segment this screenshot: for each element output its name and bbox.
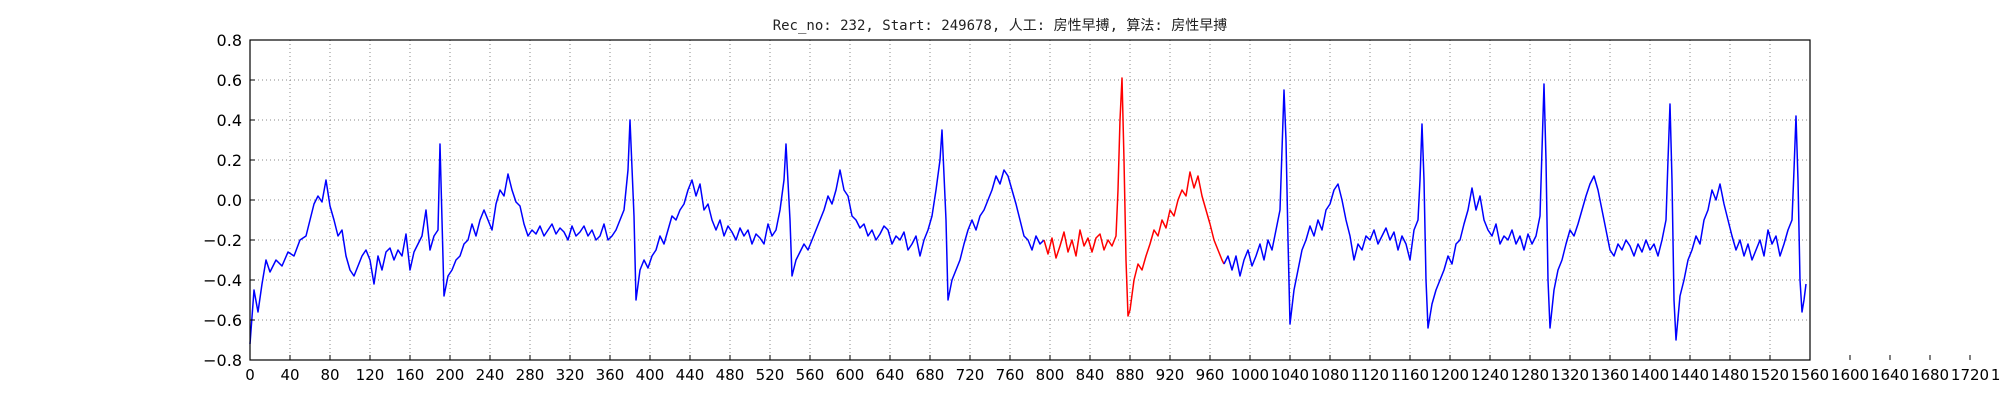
x-tick-label: 640 [876,366,905,384]
x-tick-label: 240 [476,366,505,384]
series-layer [249,77,1807,345]
chart-title: Rec_no: 232, Start: 249678, 人工: 房性早搏, 算法… [773,17,1228,34]
x-tick-label: 960 [1196,366,1225,384]
y-tick-label: −0.4 [203,271,242,290]
x-tick-label: 560 [796,366,825,384]
x-tick-label: 1760 [1991,366,2000,384]
x-tick-label: 1560 [1791,366,1829,384]
x-tick-label: 1480 [1711,366,1749,384]
x-tick-label: 520 [756,366,785,384]
y-tick-label: −0.6 [203,311,242,330]
x-tick-label: 880 [1116,366,1145,384]
y-tick-label: 0.2 [217,151,242,170]
x-tick-label: 1360 [1591,366,1629,384]
y-axis: 0.8 0.6 0.4 0.2 0.0 −0.2 −0.4 −0.6 −0.8 [203,31,255,370]
x-tick-label: 1160 [1391,366,1429,384]
ecg-series-line-2 [1043,77,1225,317]
x-tick-label: 0 [245,366,255,384]
x-tick-label: 280 [516,366,545,384]
y-tick-label: 0.8 [217,31,242,50]
x-tick-label: 200 [436,366,465,384]
x-tick-label: 1080 [1311,366,1349,384]
x-tick-label: 720 [956,366,985,384]
x-tick-label: 40 [280,366,299,384]
x-tick-label: 440 [676,366,705,384]
ecg-series-line-3 [1223,83,1807,341]
y-tick-label: 0.4 [217,111,242,130]
x-tick-label: 120 [356,366,385,384]
x-tick-label: 760 [996,366,1025,384]
x-tick-label: 320 [556,366,585,384]
y-tick-label: −0.2 [203,231,242,250]
x-tick-label: 1600 [1831,366,1869,384]
x-tick-label: 1720 [1951,366,1989,384]
x-tick-label: 480 [716,366,745,384]
y-tick-label: 0.0 [217,191,242,210]
x-tick-label: 800 [1036,366,1065,384]
x-tick-label: 1120 [1351,366,1389,384]
x-tick-label: 1240 [1471,366,1509,384]
y-tick-label: −0.8 [203,351,242,370]
x-tick-label: 400 [636,366,665,384]
x-tick-label: 920 [1156,366,1185,384]
x-tick-label: 1440 [1671,366,1709,384]
x-tick-label: 1000 [1231,366,1269,384]
x-tick-label: 680 [916,366,945,384]
x-tick-label: 1280 [1511,366,1549,384]
x-tick-label: 1320 [1551,366,1589,384]
x-tick-label: 1680 [1911,366,1949,384]
ecg-series-line-1 [249,119,1045,345]
x-tick-label: 1520 [1751,366,1789,384]
grid-layer [250,40,1810,360]
x-axis: 0 40 80 120 160 200 240 280 320 360 400 440 480 520 56… [245,355,2000,384]
x-tick-label: 80 [320,366,339,384]
x-tick-label: 600 [836,366,865,384]
x-tick-label: 1200 [1431,366,1469,384]
x-tick-label: 160 [396,366,425,384]
x-tick-label: 360 [596,366,625,384]
x-tick-label: 840 [1076,366,1105,384]
x-tick-label: 1640 [1871,366,1909,384]
x-tick-label: 1400 [1631,366,1669,384]
x-tick-label: 1040 [1271,366,1309,384]
y-tick-label: 0.6 [217,71,242,90]
